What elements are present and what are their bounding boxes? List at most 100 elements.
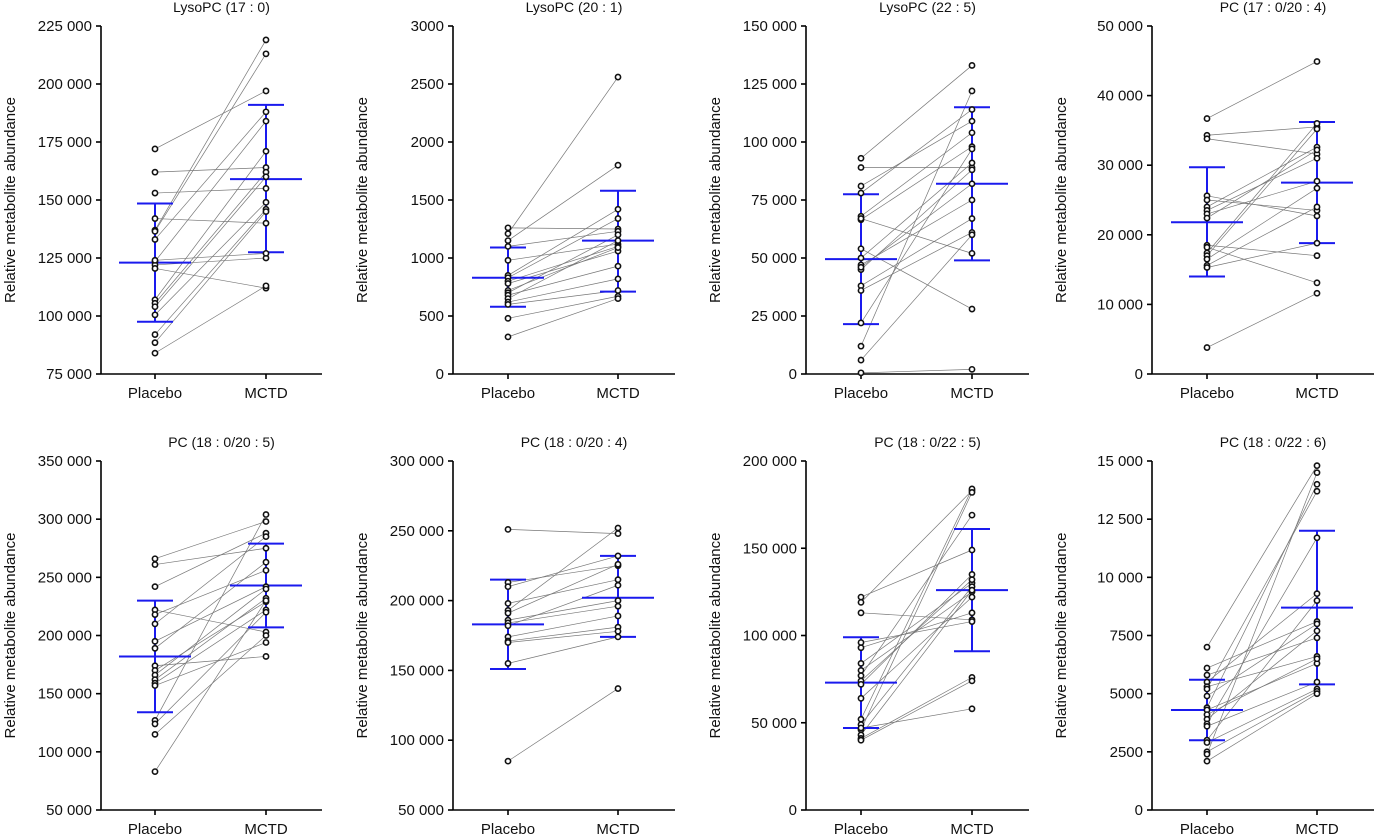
y-tick-label: 150 000 bbox=[390, 662, 444, 679]
data-point-mctd bbox=[968, 62, 976, 69]
data-point-mctd bbox=[1313, 534, 1321, 542]
data-point-mctd bbox=[614, 262, 622, 270]
data-point-mctd bbox=[1313, 212, 1321, 220]
x-tick-label-mctd: MCTD bbox=[244, 821, 287, 837]
data-point-mctd bbox=[262, 117, 270, 125]
x-tick-label-mctd: MCTD bbox=[244, 385, 287, 402]
data-point-mctd bbox=[262, 608, 270, 616]
x-tick-label-placebo: Placebo bbox=[834, 385, 888, 402]
data-point-placebo bbox=[151, 303, 159, 311]
subject-pair-line bbox=[1206, 292, 1318, 348]
subject-pair-line bbox=[154, 609, 267, 684]
data-point-mctd bbox=[1313, 480, 1321, 488]
subject-pair-line bbox=[507, 584, 619, 627]
data-point-mctd bbox=[1313, 487, 1321, 495]
subject-pair-line bbox=[1206, 693, 1318, 762]
data-point-mctd bbox=[262, 36, 270, 44]
y-tick-label: 100 000 bbox=[743, 628, 797, 645]
data-point-placebo bbox=[857, 715, 865, 723]
subject-pair-line bbox=[507, 164, 619, 241]
data-point-placebo bbox=[1203, 739, 1211, 746]
subject-pair-line bbox=[860, 218, 973, 254]
data-point-placebo bbox=[504, 280, 512, 287]
subject-pair-line bbox=[860, 109, 973, 194]
data-point-mctd bbox=[614, 73, 622, 81]
x-tick-label-placebo: Placebo bbox=[834, 821, 888, 837]
data-point-mctd bbox=[968, 159, 976, 167]
subject-pair-line bbox=[154, 642, 267, 686]
data-point-placebo bbox=[1203, 344, 1211, 351]
data-point-mctd bbox=[1313, 627, 1321, 635]
y-tick-label: 25 000 bbox=[751, 308, 797, 325]
data-point-placebo bbox=[857, 667, 865, 674]
subject-pair-line bbox=[154, 188, 267, 194]
data-point-mctd bbox=[1313, 289, 1321, 297]
data-point-mctd bbox=[614, 237, 622, 244]
subject-pair-line bbox=[507, 600, 619, 621]
data-point-mctd bbox=[1313, 146, 1321, 154]
data-point-placebo bbox=[151, 561, 159, 568]
data-point-placebo bbox=[504, 660, 512, 667]
subject-pair-line bbox=[154, 111, 267, 240]
y-tick-label: 100 000 bbox=[390, 732, 444, 749]
data-point-mctd bbox=[1313, 462, 1321, 470]
subject-pair-line bbox=[154, 202, 267, 316]
data-point-mctd bbox=[262, 50, 270, 58]
data-point-placebo bbox=[151, 265, 159, 272]
y-tick-label: 125 000 bbox=[38, 250, 92, 267]
subject-pair-line bbox=[507, 234, 619, 294]
data-point-placebo bbox=[857, 660, 865, 667]
subject-pair-line bbox=[860, 490, 973, 603]
data-point-mctd bbox=[262, 184, 270, 192]
data-point-mctd bbox=[1313, 252, 1321, 260]
subject-pair-line bbox=[1206, 472, 1318, 755]
subject-pair-line bbox=[154, 586, 267, 642]
data-point-mctd bbox=[262, 653, 270, 660]
data-point-mctd bbox=[614, 685, 622, 692]
panel-8: PC (18 : 0/22 : 6) Relative metabolite ab… bbox=[1053, 434, 1374, 837]
y-tick-label: 175 000 bbox=[38, 134, 92, 151]
y-tick-label: 50 000 bbox=[751, 250, 797, 267]
data-point-placebo bbox=[857, 245, 865, 253]
y-axis-label: Relative metabolite abundance bbox=[354, 97, 371, 303]
y-tick-label: 225 000 bbox=[38, 18, 92, 35]
data-point-placebo bbox=[1203, 214, 1211, 222]
subject-pair-line bbox=[507, 636, 619, 664]
subject-pair-line bbox=[860, 248, 973, 310]
y-tick-label: 50 000 bbox=[46, 802, 92, 819]
y-tick-label: 15 000 bbox=[1097, 453, 1143, 470]
y-tick-label: 10 000 bbox=[1097, 569, 1143, 586]
data-point-mctd bbox=[1313, 620, 1321, 628]
data-point-placebo bbox=[151, 331, 159, 338]
data-point-mctd bbox=[968, 249, 976, 257]
x-tick-label-placebo: Placebo bbox=[1180, 385, 1234, 402]
data-point-mctd bbox=[614, 602, 622, 610]
data-point-placebo bbox=[857, 154, 865, 162]
data-point-placebo bbox=[151, 339, 159, 347]
y-tick-label: 1500 bbox=[411, 192, 444, 209]
data-point-placebo bbox=[151, 682, 159, 689]
panel-title: PC (18 : 0/22 : 5) bbox=[874, 434, 981, 450]
data-point-placebo bbox=[151, 236, 159, 243]
data-point-mctd bbox=[968, 618, 976, 625]
data-point-mctd bbox=[614, 581, 622, 589]
subject-pair-line bbox=[1206, 206, 1318, 266]
data-point-mctd bbox=[262, 249, 270, 257]
data-point-mctd bbox=[614, 161, 622, 169]
subject-pair-line bbox=[860, 574, 973, 685]
data-point-placebo bbox=[1203, 750, 1211, 758]
panel-1: LysoPC (17 : 0) Relative metabolite abund… bbox=[2, 0, 322, 402]
data-point-placebo bbox=[151, 555, 159, 563]
subject-pair-line bbox=[507, 208, 619, 276]
data-point-placebo bbox=[151, 256, 159, 264]
y-tick-label: 500 bbox=[419, 308, 444, 325]
data-point-mctd bbox=[262, 87, 270, 95]
data-point-placebo bbox=[504, 583, 512, 591]
subject-pair-line bbox=[1206, 465, 1318, 648]
y-tick-label: 200 000 bbox=[743, 453, 797, 470]
subject-pair-line bbox=[1206, 180, 1318, 215]
subject-pair-line bbox=[860, 621, 973, 643]
subject-pair-line bbox=[1206, 149, 1318, 219]
y-tick-label: 12 500 bbox=[1097, 511, 1143, 528]
x-tick-label-mctd: MCTD bbox=[1295, 385, 1338, 402]
